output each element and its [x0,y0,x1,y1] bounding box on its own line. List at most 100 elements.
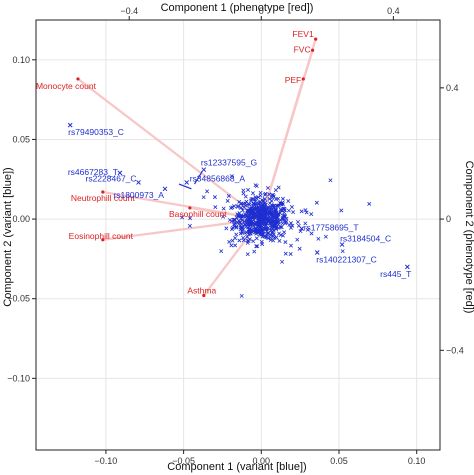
variant-point [235,220,240,225]
variant-point [234,215,239,220]
variant-connector [178,183,192,190]
variant-point [264,221,269,226]
variant-point [282,210,287,215]
variant-point [263,227,268,232]
variant-point [280,196,285,201]
variant-point [239,205,244,210]
variant-point [254,209,259,214]
variant-point [290,223,295,228]
variant-point [239,216,244,221]
variant-point [255,205,259,210]
variant-point [246,187,251,192]
variant-point [244,221,249,226]
labeled-variant-point [201,167,207,173]
variant-point [234,224,239,229]
variant-point [241,191,246,196]
variant-point [295,219,300,224]
variant-point [280,233,285,238]
variant-point [260,228,265,233]
variant-label: rs1800973_A [113,190,164,200]
variant-point [263,191,268,196]
variant-point [278,211,283,216]
variant-point [283,220,288,225]
variant-point [258,211,263,216]
variant-point [243,212,248,217]
variant-label: rs17758695_T [304,223,359,233]
variant-point [244,199,249,204]
variant-point [282,230,287,235]
phenotype-point [101,238,105,242]
variant-point [201,195,206,200]
phenotype-point [301,77,305,81]
variant-point [274,227,279,232]
variant-point [303,221,308,226]
variant-point [251,239,256,244]
phenotype-point [188,206,192,210]
variant-point [229,219,234,224]
variant-point [245,252,250,257]
variant-point [273,207,278,211]
variant-point [233,243,238,248]
variant-point [316,236,321,241]
variant-connector [193,170,203,185]
variant-point [289,205,294,210]
variant-point [230,205,235,210]
variant-point [272,235,277,240]
variant-point [234,232,239,237]
variant-point [241,238,246,243]
variant-label: rs3184504_C [340,234,391,244]
variant-point [250,228,255,233]
variant-point [277,238,282,243]
variant-point [260,242,265,247]
variant-point [249,210,254,215]
variant-point [314,200,319,205]
variant-point [254,244,259,249]
variant-point [252,218,256,223]
variant-point [339,208,344,213]
variant-point [261,212,266,217]
variant-point [245,240,250,245]
variant-point [240,208,245,213]
variant-point [227,218,232,223]
left-tick-label: −0.10 [7,373,30,383]
variant-point [268,216,273,221]
variant-point [256,216,261,221]
variant-point [277,231,282,236]
variant-point [289,221,293,226]
variant-label: rs34856868_A [190,173,246,183]
variant-point [221,214,226,219]
variant-point [283,251,288,256]
phenotype-label: Monocyte count [36,81,97,91]
variant-point [224,226,229,231]
labeled-variant-point [162,186,168,192]
bottom-tick-label: 0.05 [330,456,348,466]
variant-point [323,234,328,239]
variant-point [237,214,242,219]
labeled-variant-point [405,264,410,270]
phenotype-label: FEV1 [292,29,314,39]
variant-point [265,185,270,190]
variant-point [260,198,265,202]
axes: −0.10 −0.05 0.00 0.05 0.10 −0.10 −0.05 0.00 0.05… [7,6,464,466]
variant-point [229,174,234,179]
variant-point [250,215,255,220]
variant-label: rs445_T [380,269,411,279]
variant-point [226,194,231,198]
variant-point [271,203,276,208]
variant-point [180,215,185,220]
variant-point [280,215,285,220]
labeled-variant-point [184,180,190,185]
phenotype-point [314,37,318,41]
left-tick-label: 0.05 [12,134,30,144]
variant-point [240,230,245,235]
variant-label: rs4667283_T [68,167,118,177]
variant-point [262,234,267,239]
labeled-variant-point [299,226,305,231]
variant-point [230,227,234,232]
variant-point [309,231,314,236]
variant-point [268,222,273,227]
variant-point [255,222,260,227]
variant-point [268,204,273,209]
variant-point [283,240,288,245]
top-axis-title: Component 1 (phenotype [red]) [161,2,314,14]
